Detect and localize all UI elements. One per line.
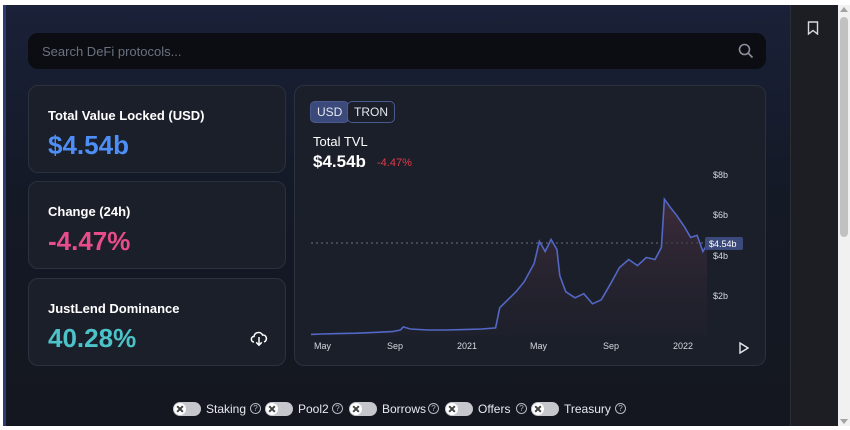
dominance-value: 40.28% [48, 323, 137, 353]
help-icon[interactable]: ? [516, 403, 527, 414]
right-panel [790, 5, 838, 426]
toggle-label: Borrows [382, 402, 427, 416]
main-content: Total Value Locked (USD) $4.54b Change (… [3, 5, 790, 426]
toggle-switch[interactable] [349, 402, 377, 416]
scrollbar-thumb[interactable] [840, 17, 848, 237]
tvl-line [310, 196, 708, 336]
tvl-label: Total Value Locked (USD) [48, 108, 205, 123]
close-icon [174, 403, 186, 415]
help-icon[interactable]: ? [615, 403, 626, 414]
help-icon[interactable]: ? [332, 403, 343, 414]
dominance-card: JustLend Dominance 40.28% [28, 278, 286, 366]
dominance-label: JustLend Dominance [48, 301, 180, 316]
toggle-switch[interactable] [445, 402, 473, 416]
toggle-label: Treasury [564, 402, 611, 416]
search-bar [28, 33, 766, 69]
current-value-label: $4.54b [709, 239, 737, 249]
toggle-switch[interactable] [531, 402, 559, 416]
x-tick-label: Sep [603, 341, 619, 351]
scroll-down-icon[interactable] [840, 419, 848, 424]
search-icon[interactable] [738, 43, 754, 59]
x-tick-label: Sep [387, 341, 403, 351]
tvl-chart-card: USD TRON Total TVL $4.54b -4.47% $8b $6b [294, 85, 766, 366]
y-tick-label: $2b [713, 291, 728, 301]
x-axis: May Sep 2021 May Sep 2022 [314, 341, 693, 351]
close-icon [446, 403, 458, 415]
tvl-area [311, 199, 707, 336]
change-card: Change (24h) -4.47% [28, 181, 286, 269]
usd-toggle-button[interactable]: USD [310, 101, 350, 123]
toggle-label: Offers [478, 402, 511, 416]
close-icon [350, 403, 362, 415]
bookmark-icon[interactable] [807, 21, 819, 35]
search-input[interactable] [42, 33, 722, 69]
chart-change: -4.47% [377, 157, 412, 169]
toggle-switch[interactable] [173, 402, 201, 416]
tvl-chart[interactable]: $8b $6b $4b $2b $4.54b May Sep 2021 May … [295, 86, 766, 366]
y-tick-label: $8b [713, 170, 728, 180]
scrollbar[interactable] [838, 5, 850, 426]
x-tick-label: 2021 [457, 341, 477, 351]
chart-title: Total TVL [313, 134, 368, 149]
change-value: -4.47% [48, 226, 131, 256]
tron-toggle-button[interactable]: TRON [347, 101, 395, 123]
toggle-label: Pool2 [298, 402, 329, 416]
x-tick-label: May [530, 341, 548, 351]
close-icon [532, 403, 544, 415]
change-label: Change (24h) [48, 204, 131, 219]
y-tick-label: $4b [713, 251, 728, 261]
play-icon[interactable] [739, 342, 749, 354]
close-icon [266, 403, 278, 415]
help-icon[interactable]: ? [428, 403, 439, 414]
toggle-switch[interactable] [265, 402, 293, 416]
tvl-value: $4.54b [48, 130, 129, 160]
toggle-label: Staking [206, 402, 247, 416]
y-tick-label: $6b [713, 210, 728, 220]
help-icon[interactable]: ? [250, 403, 261, 414]
scroll-up-icon[interactable] [840, 7, 848, 12]
chart-value: $4.54b [313, 152, 366, 171]
x-tick-label: 2022 [673, 341, 693, 351]
download-cloud-icon[interactable] [249, 329, 269, 347]
x-tick-label: May [314, 341, 332, 351]
y-axis: $8b $6b $4b $2b [713, 170, 728, 301]
current-value-tag: $4.54b [705, 237, 743, 250]
tvl-card: Total Value Locked (USD) $4.54b [28, 85, 286, 173]
